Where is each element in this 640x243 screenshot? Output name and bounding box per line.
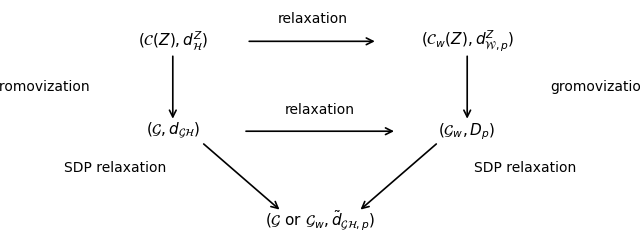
Text: relaxation: relaxation: [277, 11, 348, 26]
Text: SDP relaxation: SDP relaxation: [474, 161, 576, 175]
Text: $(\mathcal{C}_w(Z), d^Z_{\mathcal{W},p})$: $(\mathcal{C}_w(Z), d^Z_{\mathcal{W},p})…: [420, 29, 514, 54]
Text: $(\mathcal{G}, d_{\mathcal{G}\mathcal{H}})$: $(\mathcal{G}, d_{\mathcal{G}\mathcal{H}…: [146, 121, 200, 141]
Text: $(\mathcal{G}_w, D_p)$: $(\mathcal{G}_w, D_p)$: [438, 121, 496, 141]
Text: relaxation: relaxation: [285, 103, 355, 117]
Text: $(\mathcal{G}$ or $\mathcal{G}_w, \tilde{d}_{\mathcal{G}\mathcal{H},p})$: $(\mathcal{G}$ or $\mathcal{G}_w, \tilde…: [265, 209, 375, 233]
Text: gromovization: gromovization: [550, 80, 640, 95]
Text: SDP relaxation: SDP relaxation: [64, 161, 166, 175]
Text: gromovization: gromovization: [0, 80, 90, 95]
Text: $(\mathcal{C}(Z), d^Z_{\mathcal{H}})$: $(\mathcal{C}(Z), d^Z_{\mathcal{H}})$: [138, 30, 208, 53]
